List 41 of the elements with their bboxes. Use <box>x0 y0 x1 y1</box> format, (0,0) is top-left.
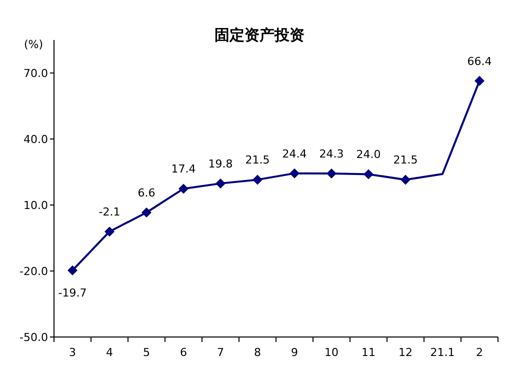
x-tick-label: 4 <box>106 346 113 359</box>
data-label: 21.5 <box>393 154 418 167</box>
point <box>178 184 188 194</box>
title: 固定资产投资 <box>214 26 304 44</box>
x-tick-label: 12 <box>398 346 412 359</box>
y-tick-label: -50.0 <box>20 331 48 344</box>
point <box>216 178 226 188</box>
point <box>104 226 114 237</box>
data-label: 17.4 <box>171 162 196 176</box>
x-tick-label: 6 <box>180 346 187 359</box>
point <box>400 174 410 185</box>
x-tick-label: 9 <box>291 346 298 359</box>
x-tick-label: 8 <box>254 346 261 359</box>
data-label: 24.4 <box>282 147 307 160</box>
x-tick-label: 10 <box>324 346 338 359</box>
x-tick-label: 7 <box>217 346 224 359</box>
data-label: -2.1 <box>98 206 120 219</box>
point <box>252 174 262 185</box>
data-label: -19.7 <box>58 286 87 300</box>
data-label: 19.8 <box>208 157 233 170</box>
x-tick-label: 3 <box>69 346 76 359</box>
point <box>290 168 300 178</box>
point <box>364 169 374 180</box>
y-tick-label: 10.0 <box>24 199 48 212</box>
x-tick-label: 11 <box>362 346 376 359</box>
ylabel: (%) <box>24 38 44 51</box>
data-label: 6.6 <box>138 186 156 200</box>
data-label: 21.5 <box>245 154 270 167</box>
y-tick-label: -20.0 <box>20 265 48 278</box>
y-tick-label: 70.0 <box>24 67 48 80</box>
x-tick-label: 2 <box>476 346 483 359</box>
point <box>326 168 336 179</box>
point <box>142 207 152 218</box>
data-label: 24.0 <box>356 148 381 162</box>
x-tick-label: 5 <box>143 346 150 359</box>
x-tick-label: 21.1 <box>430 346 455 359</box>
y-tick-label: 40.0 <box>24 133 48 146</box>
point <box>68 265 78 276</box>
point <box>474 76 484 86</box>
data-label: 66.4 <box>467 54 492 68</box>
data-label: 24.3 <box>319 148 344 161</box>
